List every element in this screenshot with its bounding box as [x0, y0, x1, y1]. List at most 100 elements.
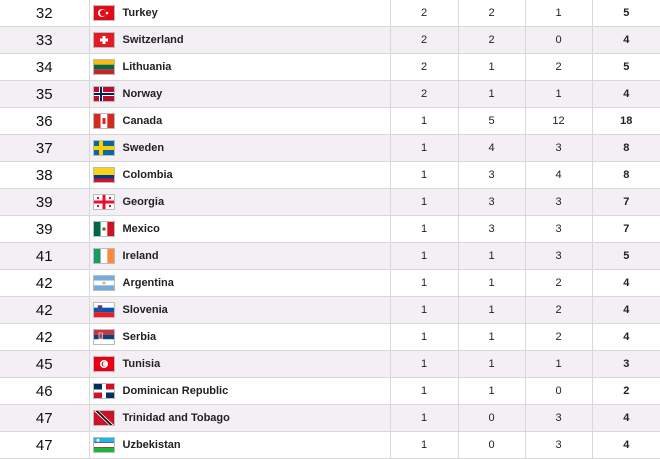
total-cell: 4: [592, 431, 660, 459]
table-row: 42 Slovenia 1 1 2 4: [0, 296, 660, 324]
bronze-cell: 0: [525, 377, 593, 405]
flag-icon: [92, 86, 115, 102]
total-cell: 4: [592, 296, 660, 324]
country-cell: Norway: [89, 80, 391, 108]
rank-cell: 47: [0, 431, 90, 459]
flag-icon: [92, 302, 115, 318]
country-cell: Sweden: [89, 134, 391, 162]
table-row: 39 Mexico 1 3 3 7: [0, 215, 660, 243]
gold-cell: 1: [390, 431, 459, 459]
silver-cell: 2: [458, 0, 526, 27]
country-cell: Colombia: [89, 161, 391, 189]
silver-cell: 2: [458, 26, 526, 54]
total-cell: 7: [592, 215, 660, 243]
flag-icon: [92, 113, 115, 129]
gold-cell: 2: [390, 80, 459, 108]
flag-icon: [92, 221, 115, 237]
country-name: Tunisia: [122, 357, 161, 370]
flag-icon: [92, 410, 115, 426]
silver-cell: 0: [458, 404, 526, 432]
total-cell: 5: [592, 242, 660, 270]
total-cell: 3: [592, 350, 660, 378]
country-cell: Serbia: [89, 323, 391, 351]
bronze-cell: 3: [525, 188, 593, 216]
total-cell: 8: [592, 161, 660, 189]
rank-cell: 32: [0, 0, 90, 27]
gold-cell: 2: [390, 26, 459, 54]
country-cell: Mexico: [89, 215, 391, 243]
silver-cell: 1: [458, 377, 526, 405]
country-name: Dominican Republic: [122, 384, 229, 397]
country-cell: Dominican Republic: [89, 377, 391, 405]
country-name: Mexico: [122, 222, 160, 235]
gold-cell: 2: [390, 53, 459, 81]
silver-cell: 1: [458, 296, 526, 324]
total-cell: 7: [592, 188, 660, 216]
flag-icon: [92, 59, 115, 75]
total-cell: 4: [592, 26, 660, 54]
silver-cell: 1: [458, 80, 526, 108]
bronze-cell: 1: [525, 350, 593, 378]
rank-cell: 42: [0, 269, 90, 297]
gold-cell: 1: [390, 215, 459, 243]
bronze-cell: 3: [525, 242, 593, 270]
country-name: Lithuania: [122, 60, 172, 73]
gold-cell: 1: [390, 242, 459, 270]
table-row: 42 Serbia 1 1 2 4: [0, 323, 660, 351]
flag-icon: [92, 275, 115, 291]
country-name: Sweden: [122, 141, 165, 154]
table-row: 37 Sweden 1 4 3 8: [0, 134, 660, 162]
silver-cell: 3: [458, 161, 526, 189]
country-name: Serbia: [122, 330, 157, 343]
total-cell: 4: [592, 269, 660, 297]
silver-cell: 1: [458, 323, 526, 351]
country-name: Georgia: [122, 195, 165, 208]
gold-cell: 1: [390, 161, 459, 189]
bronze-cell: 3: [525, 404, 593, 432]
country-name: Canada: [122, 114, 163, 127]
silver-cell: 3: [458, 188, 526, 216]
gold-cell: 2: [390, 0, 459, 27]
table-row: 32 Turkey 2 2 1 5: [0, 0, 660, 27]
gold-cell: 1: [390, 269, 459, 297]
table-row: 38 Colombia 1 3 4 8: [0, 161, 660, 189]
country-cell: Turkey: [89, 0, 391, 27]
country-cell: Lithuania: [89, 53, 391, 81]
gold-cell: 1: [390, 323, 459, 351]
rank-cell: 38: [0, 161, 90, 189]
country-cell: Tunisia: [89, 350, 391, 378]
bronze-cell: 2: [525, 296, 593, 324]
silver-cell: 0: [458, 431, 526, 459]
country-name: Turkey: [122, 6, 158, 19]
bronze-cell: 3: [525, 134, 593, 162]
rank-cell: 45: [0, 350, 90, 378]
country-cell: Slovenia: [89, 296, 391, 324]
country-name: Ireland: [122, 249, 159, 262]
bronze-cell: 1: [525, 80, 593, 108]
flag-icon: [92, 167, 115, 183]
bronze-cell: 0: [525, 26, 593, 54]
table-row: 35 Norway 2 1 1 4: [0, 80, 660, 108]
total-cell: 5: [592, 0, 660, 27]
bronze-cell: 2: [525, 323, 593, 351]
bronze-cell: 3: [525, 431, 593, 459]
total-cell: 5: [592, 53, 660, 81]
total-cell: 4: [592, 323, 660, 351]
country-cell: Canada: [89, 107, 391, 135]
rank-cell: 42: [0, 296, 90, 324]
total-cell: 4: [592, 80, 660, 108]
table-row: 41 Ireland 1 1 3 5: [0, 242, 660, 270]
total-cell: 4: [592, 404, 660, 432]
table-row: 47 Uzbekistan 1 0 3 4: [0, 431, 660, 459]
country-cell: Georgia: [89, 188, 391, 216]
gold-cell: 1: [390, 188, 459, 216]
country-name: Uzbekistan: [122, 438, 181, 451]
flag-icon: [92, 437, 115, 453]
country-cell: Ireland: [89, 242, 391, 270]
bronze-cell: 2: [525, 53, 593, 81]
silver-cell: 1: [458, 242, 526, 270]
table-row: 47 Trinidad and Tobago 1 0 3 4: [0, 404, 660, 432]
flag-icon: [92, 194, 115, 210]
